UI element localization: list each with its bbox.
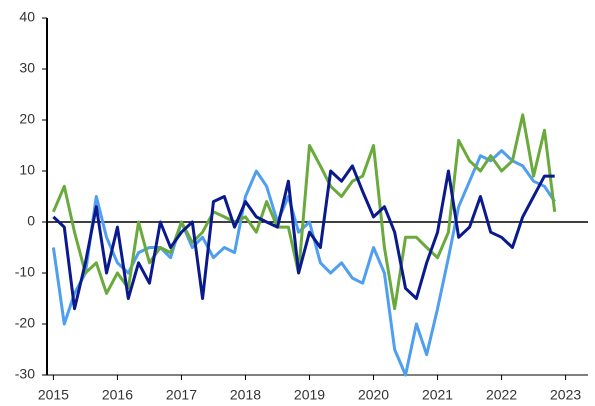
y-tick-label: -10 [15, 264, 35, 280]
y-tick-label: -30 [15, 366, 35, 382]
y-tick-label: 0 [27, 213, 35, 229]
x-tick-label: 2023 [550, 387, 581, 403]
x-tick-label: 2019 [294, 387, 325, 403]
x-tick-label: 2020 [358, 387, 389, 403]
y-tick-label: 20 [19, 111, 35, 127]
series-line [51, 149, 556, 377]
series-line [52, 164, 555, 311]
x-tick-label: 2021 [422, 387, 453, 403]
y-tick-label: 10 [19, 162, 35, 178]
x-tick-label: 2018 [230, 387, 261, 403]
x-tick-label: 2022 [486, 387, 517, 403]
y-tick-label: 40 [19, 9, 35, 25]
y-tick-label: 30 [19, 60, 35, 76]
x-tick-label: 2016 [102, 387, 133, 403]
series-line [52, 113, 557, 311]
x-tick-label: 2017 [166, 387, 197, 403]
x-tick-label: 2015 [38, 387, 69, 403]
y-tick-label: -20 [15, 315, 35, 331]
